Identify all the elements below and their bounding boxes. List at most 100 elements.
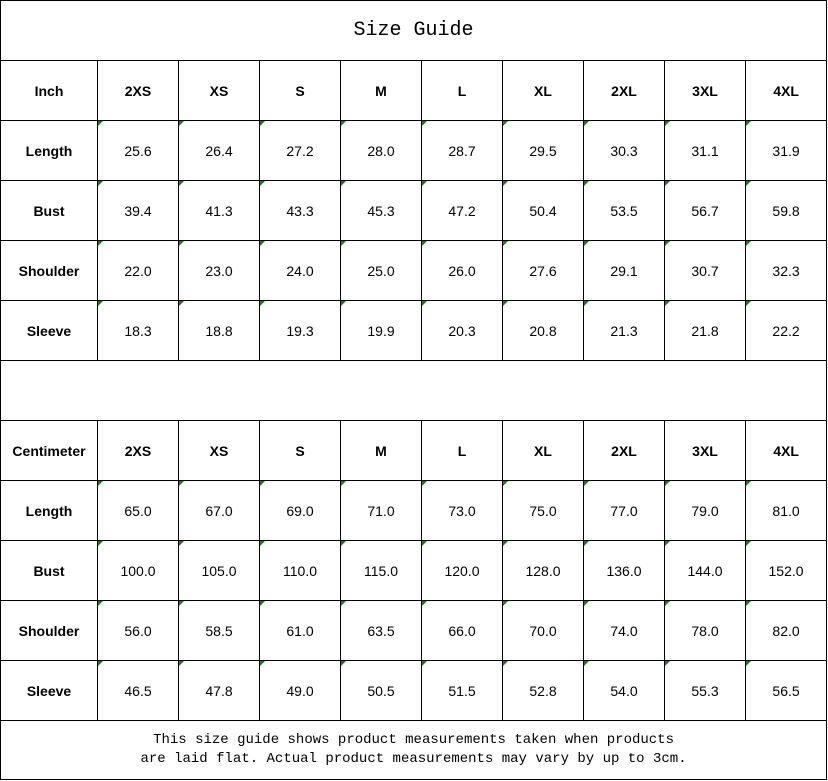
size-header: 2XS xyxy=(97,60,179,121)
measurement-value: 39.4 xyxy=(97,180,179,241)
measurement-value: 47.8 xyxy=(178,660,260,721)
size-header: 2XL xyxy=(583,60,665,121)
measurement-value: 152.0 xyxy=(744,540,828,601)
measurement-value: 24.0 xyxy=(259,240,341,301)
measurement-value: 81.0 xyxy=(744,480,828,541)
measurement-value: 31.1 xyxy=(664,120,746,181)
measurement-value: 30.3 xyxy=(583,120,665,181)
measurement-value: 56.5 xyxy=(744,660,828,721)
measurement-value: 20.8 xyxy=(502,300,584,361)
table-row: Bust 100.0 105.0 110.0 115.0 120.0 128.0 136.0 1… xyxy=(0,540,828,601)
measurement-value: 28.7 xyxy=(421,120,503,181)
measurement-value: 58.5 xyxy=(178,600,260,661)
measurement-value: 59.8 xyxy=(744,180,828,241)
measurement-value: 29.1 xyxy=(583,240,665,301)
size-header: 4XL xyxy=(744,60,828,121)
measurement-value: 25.6 xyxy=(97,120,179,181)
measurement-value: 19.9 xyxy=(340,300,422,361)
measurement-value: 79.0 xyxy=(664,480,746,541)
measurement-label: Shoulder xyxy=(0,240,98,301)
table-row: Length 65.0 67.0 69.0 71.0 73.0 75.0 77.0 79.0 81… xyxy=(0,480,828,541)
measurement-value: 45.3 xyxy=(340,180,422,241)
measurement-value: 27.2 xyxy=(259,120,341,181)
measurement-label: Length xyxy=(0,480,98,541)
table-row: Bust 39.4 41.3 43.3 45.3 47.2 50.4 53.5 56.7 59.8 xyxy=(0,180,828,241)
measurement-value: 18.8 xyxy=(178,300,260,361)
size-header: 4XL xyxy=(744,420,828,481)
measurement-value: 52.8 xyxy=(502,660,584,721)
measurement-value: 43.3 xyxy=(259,180,341,241)
size-header: S xyxy=(259,60,341,121)
measurement-value: 30.7 xyxy=(664,240,746,301)
measurement-label: Sleeve xyxy=(0,300,98,361)
measurement-value: 21.8 xyxy=(664,300,746,361)
footer-line-1: This size guide shows product measuremen… xyxy=(153,732,674,748)
measurement-value: 27.6 xyxy=(502,240,584,301)
table-row: Shoulder 56.0 58.5 61.0 63.5 66.0 70.0 74.0 78.0… xyxy=(0,600,828,661)
size-header: M xyxy=(340,420,422,481)
measurement-value: 50.4 xyxy=(502,180,584,241)
measurement-value: 74.0 xyxy=(583,600,665,661)
measurement-label: Bust xyxy=(0,540,98,601)
size-header: S xyxy=(259,420,341,481)
measurement-value: 78.0 xyxy=(664,600,746,661)
measurement-value: 26.0 xyxy=(421,240,503,301)
measurement-value: 110.0 xyxy=(259,540,341,601)
measurement-value: 47.2 xyxy=(421,180,503,241)
size-header: XS xyxy=(178,60,260,121)
measurement-value: 70.0 xyxy=(502,600,584,661)
table-row: Sleeve 18.3 18.8 19.3 19.9 20.3 20.8 21.3 21.8 22… xyxy=(0,300,828,361)
measurement-value: 115.0 xyxy=(340,540,422,601)
table-row: Shoulder 22.0 23.0 24.0 25.0 26.0 27.6 29.1 30.7… xyxy=(0,240,828,301)
measurement-value: 73.0 xyxy=(421,480,503,541)
measurement-value: 21.3 xyxy=(583,300,665,361)
page-title: Size Guide xyxy=(0,0,828,61)
table-row: Length 25.6 26.4 27.2 28.0 28.7 29.5 30.3 31.1 31… xyxy=(0,120,828,181)
size-header: XS xyxy=(178,420,260,481)
size-header: 2XL xyxy=(583,420,665,481)
measurement-value: 55.3 xyxy=(664,660,746,721)
measurement-value: 53.5 xyxy=(583,180,665,241)
measurement-value: 65.0 xyxy=(97,480,179,541)
measurement-value: 61.0 xyxy=(259,600,341,661)
measurement-value: 66.0 xyxy=(421,600,503,661)
measurement-label: Length xyxy=(0,120,98,181)
measurement-value: 50.5 xyxy=(340,660,422,721)
footer-note: This size guide shows product measuremen… xyxy=(0,720,828,780)
size-header: L xyxy=(421,420,503,481)
measurement-label: Sleeve xyxy=(0,660,98,721)
measurement-value: 56.7 xyxy=(664,180,746,241)
measurement-value: 23.0 xyxy=(178,240,260,301)
measurement-value: 67.0 xyxy=(178,480,260,541)
measurement-value: 100.0 xyxy=(97,540,179,601)
measurement-value: 56.0 xyxy=(97,600,179,661)
footer-line-2: are laid flat. Actual product measuremen… xyxy=(140,751,687,767)
spacer-row xyxy=(0,360,828,421)
measurement-value: 77.0 xyxy=(583,480,665,541)
measurement-label: Bust xyxy=(0,180,98,241)
measurement-value: 69.0 xyxy=(259,480,341,541)
measurement-value: 22.0 xyxy=(97,240,179,301)
measurement-value: 19.3 xyxy=(259,300,341,361)
measurement-value: 31.9 xyxy=(744,120,828,181)
size-header: M xyxy=(340,60,422,121)
size-header: XL xyxy=(502,60,584,121)
measurement-value: 29.5 xyxy=(502,120,584,181)
size-header: L xyxy=(421,60,503,121)
measurement-value: 82.0 xyxy=(744,600,828,661)
measurement-value: 63.5 xyxy=(340,600,422,661)
measurement-value: 49.0 xyxy=(259,660,341,721)
size-header: 3XL xyxy=(664,420,746,481)
unit-label: Inch xyxy=(0,60,98,121)
measurement-value: 128.0 xyxy=(502,540,584,601)
measurement-label: Shoulder xyxy=(0,600,98,661)
measurement-value: 41.3 xyxy=(178,180,260,241)
size-header: XL xyxy=(502,420,584,481)
measurement-value: 51.5 xyxy=(421,660,503,721)
measurement-value: 75.0 xyxy=(502,480,584,541)
measurement-value: 32.3 xyxy=(744,240,828,301)
size-header: 3XL xyxy=(664,60,746,121)
cm-header-row: Centimeter 2XS XS S M L XL 2XL 3XL 4XL xyxy=(0,420,828,481)
measurement-value: 25.0 xyxy=(340,240,422,301)
